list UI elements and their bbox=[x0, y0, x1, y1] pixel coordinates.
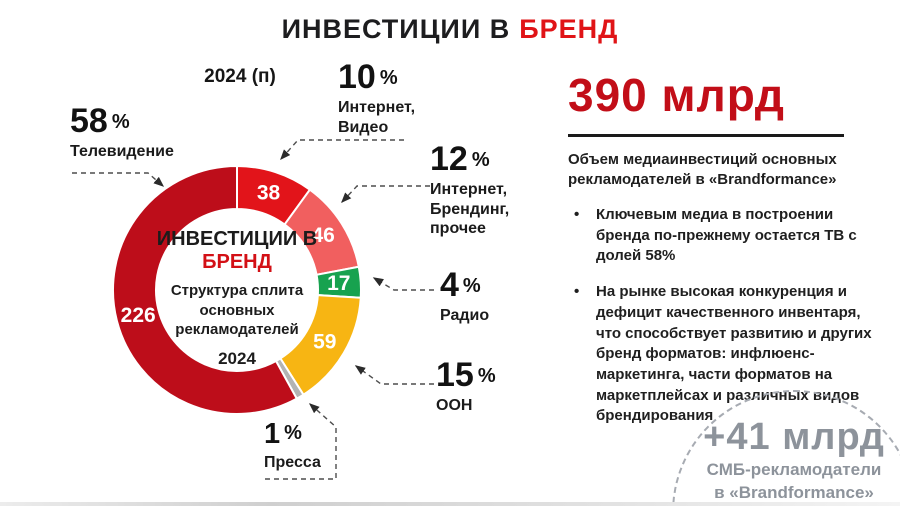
callout-press-percent: 1% bbox=[264, 418, 302, 450]
smb-badge-headline: +41 млрд bbox=[703, 416, 885, 458]
callout-radio: 4% Радио bbox=[440, 268, 489, 326]
donut-center-title-line1: ИНВЕСТИЦИИ В bbox=[156, 228, 318, 250]
bullet-item: Ключевым медиа в построении бренда по-пр… bbox=[568, 205, 880, 267]
callout-press-label: Пресса bbox=[264, 454, 321, 471]
donut-value-tv: 226 bbox=[121, 304, 156, 327]
donut-chart: 38 46 17 59 226 bbox=[112, 164, 363, 415]
callout-tv-label: Телевидение bbox=[70, 143, 174, 160]
total-investment-headline: 390 млрд bbox=[568, 69, 785, 121]
donut-center-subtitle: Структура сплита основных рекламодателей bbox=[170, 282, 304, 338]
smb-badge: +41 млрд СМБ-рекламодатели в «Brandforma… bbox=[672, 390, 900, 506]
donut-value-internet-video: 38 bbox=[257, 181, 281, 204]
donut-center-text: ИНВЕСТИЦИИ В БРЕНД Структура сплита осно… bbox=[147, 228, 327, 368]
headline-divider bbox=[568, 133, 844, 137]
donut-value-radio: 17 bbox=[327, 272, 350, 295]
panel-description: Объем медиаинвестиций основных рекламода… bbox=[568, 150, 837, 188]
callout-ooh-percent: 15% bbox=[436, 356, 496, 394]
callout-internet-video-label: Интернет, Видео bbox=[338, 99, 416, 136]
callout-tv-percent: 58% bbox=[70, 102, 130, 140]
callout-ooh-label: ООН bbox=[436, 397, 473, 414]
callout-internet-branding-percent: 12% bbox=[430, 140, 490, 178]
leader-radio bbox=[372, 277, 434, 291]
callout-radio-label: Радио bbox=[440, 307, 490, 324]
bottom-edge-line bbox=[0, 502, 900, 506]
callout-internet-video-percent: 10% bbox=[338, 58, 398, 96]
callout-internet-branding-label: Интернет, Брендинг, прочее bbox=[430, 181, 510, 238]
callout-ooh: 15% ООН bbox=[436, 358, 496, 416]
page-title: ИНВЕСТИЦИИ В БРЕНД bbox=[0, 14, 900, 45]
callout-radio-percent: 4% bbox=[440, 266, 481, 304]
donut-value-internet-branding: 46 bbox=[311, 224, 334, 247]
right-panel: 390 млрд Объем медиаинвестиций основных … bbox=[568, 70, 883, 442]
donut-center-title-line2: БРЕНД bbox=[202, 251, 272, 273]
bullet-list: Ключевым медиа в построении бренда по-пр… bbox=[568, 205, 883, 427]
callout-press: 1% Пресса bbox=[264, 420, 321, 473]
callout-tv: 58% Телевидение bbox=[70, 104, 174, 162]
callout-internet-video: 10% Интернет, Видео bbox=[338, 60, 415, 137]
smb-badge-line2: в «Brandformance» bbox=[714, 482, 874, 502]
donut-value-ooh: 59 bbox=[313, 330, 336, 353]
donut-segment-tv bbox=[112, 164, 299, 415]
donut-center-year: 2024 bbox=[218, 348, 256, 368]
page-title-highlight: БРЕНД bbox=[519, 14, 619, 44]
page-title-prefix: ИНВЕСТИЦИИ В bbox=[281, 14, 511, 44]
smb-badge-line1: СМБ-рекламодатели bbox=[706, 460, 882, 479]
chart-year-label: 2024 (п) bbox=[204, 66, 276, 87]
callout-internet-branding: 12% Интернет, Брендинг, прочее bbox=[430, 142, 509, 239]
